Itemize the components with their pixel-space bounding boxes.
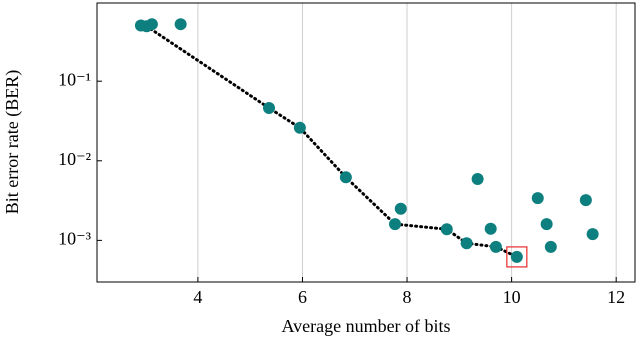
- y-axis-label: Bit error rate (BER): [2, 70, 23, 214]
- x-axis-label: Average number of bits: [281, 316, 450, 336]
- x-tick-label: 12: [607, 287, 625, 307]
- point: [531, 192, 544, 205]
- point: [440, 223, 453, 236]
- point: [484, 222, 497, 235]
- point: [263, 102, 276, 115]
- point: [579, 194, 592, 207]
- point: [489, 240, 502, 253]
- front-line: [145, 24, 519, 259]
- point: [174, 18, 187, 31]
- point: [293, 121, 306, 134]
- x-tick-label: 4: [193, 287, 202, 307]
- point: [586, 228, 599, 241]
- x-tick-label: 10: [503, 287, 521, 307]
- highlight-box: [506, 246, 528, 268]
- point: [145, 18, 158, 31]
- y-tick-label: 10⁻³: [58, 229, 92, 249]
- x-tick-label: 8: [403, 287, 412, 307]
- point: [540, 218, 553, 231]
- point: [544, 240, 557, 253]
- point: [339, 171, 352, 184]
- point: [389, 218, 402, 231]
- point: [460, 237, 473, 250]
- y-tick-label: 10⁻¹: [58, 69, 91, 89]
- x-tick-label: 6: [298, 287, 307, 307]
- point: [394, 202, 407, 215]
- point: [471, 173, 484, 186]
- y-tick-label: 10⁻²: [58, 149, 91, 169]
- plot-frame: [96, 2, 636, 283]
- point: [510, 250, 523, 263]
